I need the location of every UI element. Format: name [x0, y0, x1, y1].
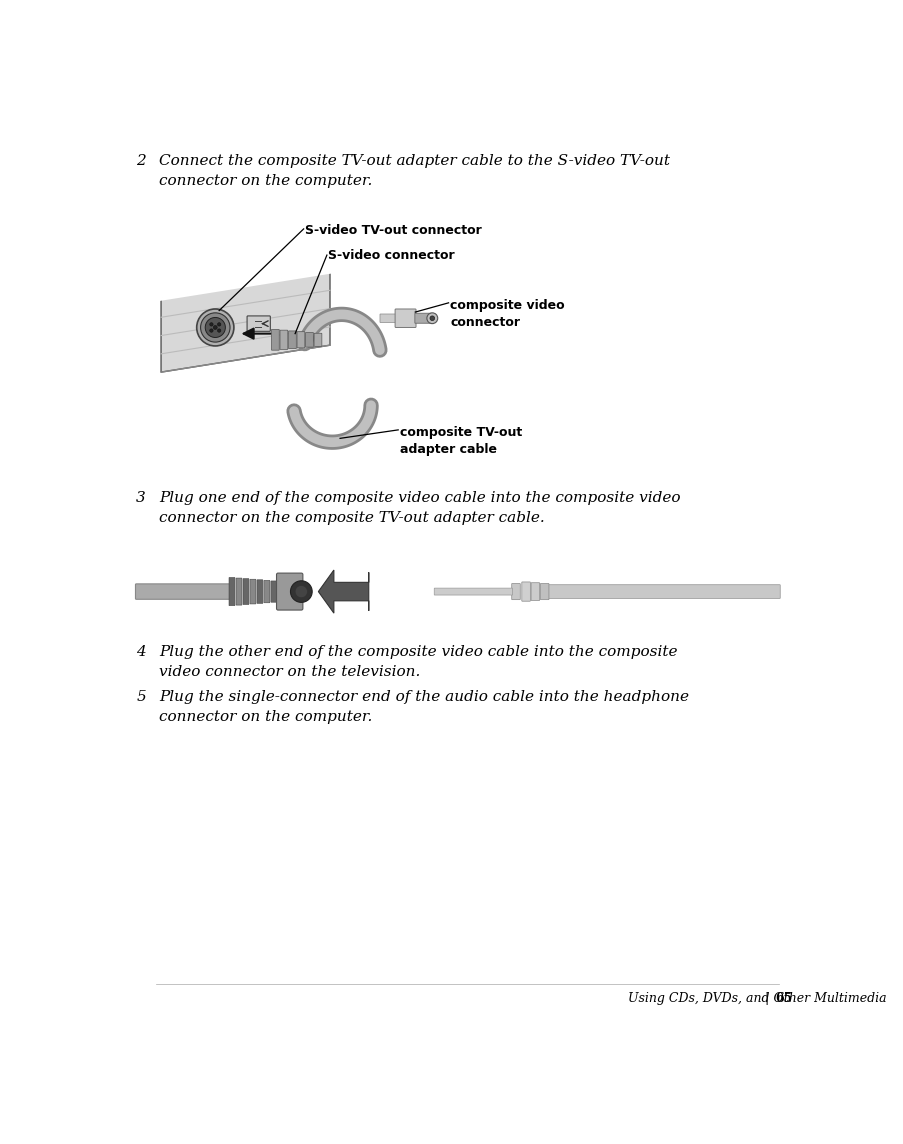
FancyBboxPatch shape: [228, 578, 235, 605]
Circle shape: [290, 581, 312, 603]
Text: composite TV-out
adapter cable: composite TV-out adapter cable: [399, 426, 521, 456]
Text: 2: 2: [136, 154, 146, 168]
FancyBboxPatch shape: [531, 582, 539, 601]
FancyBboxPatch shape: [545, 585, 779, 598]
Text: composite video
connector: composite video connector: [450, 299, 564, 329]
FancyBboxPatch shape: [305, 333, 313, 347]
FancyBboxPatch shape: [395, 309, 415, 327]
FancyBboxPatch shape: [511, 583, 520, 599]
Circle shape: [294, 586, 307, 597]
FancyBboxPatch shape: [414, 313, 431, 324]
Circle shape: [205, 318, 225, 337]
Text: Plug one end of the composite video cable into the composite video
connector on : Plug one end of the composite video cabl…: [159, 492, 680, 525]
Text: |: |: [763, 992, 768, 1004]
Text: Plug the single-connector end of the audio cable into the headphone
connector on: Plug the single-connector end of the aud…: [159, 690, 689, 724]
Circle shape: [197, 309, 234, 345]
Text: 65: 65: [775, 992, 792, 1004]
Circle shape: [200, 312, 229, 342]
FancyBboxPatch shape: [276, 573, 303, 610]
FancyBboxPatch shape: [243, 579, 248, 604]
FancyBboxPatch shape: [379, 313, 396, 323]
Circle shape: [218, 323, 220, 326]
FancyBboxPatch shape: [313, 333, 321, 347]
Text: 4: 4: [136, 645, 146, 659]
Circle shape: [218, 328, 220, 332]
Circle shape: [213, 326, 217, 329]
FancyBboxPatch shape: [521, 582, 530, 602]
FancyBboxPatch shape: [247, 316, 270, 332]
Circle shape: [430, 316, 434, 320]
FancyBboxPatch shape: [264, 580, 269, 603]
Text: Using CDs, DVDs, and Other Multimedia: Using CDs, DVDs, and Other Multimedia: [628, 992, 886, 1004]
Polygon shape: [318, 570, 368, 613]
Text: Connect the composite TV-out adapter cable to the S-video TV-out
connector on th: Connect the composite TV-out adapter cab…: [159, 154, 670, 188]
FancyBboxPatch shape: [271, 329, 279, 350]
Text: 3: 3: [136, 492, 146, 506]
Text: S-video TV-out connector: S-video TV-out connector: [305, 223, 481, 237]
FancyBboxPatch shape: [288, 331, 296, 349]
FancyBboxPatch shape: [540, 583, 548, 599]
FancyBboxPatch shape: [433, 588, 512, 595]
Text: Plug the other end of the composite video cable into the composite
video connect: Plug the other end of the composite vide…: [159, 645, 677, 680]
FancyBboxPatch shape: [280, 331, 287, 349]
FancyBboxPatch shape: [256, 580, 263, 603]
Text: S-video connector: S-video connector: [328, 249, 454, 262]
Polygon shape: [161, 272, 330, 372]
FancyBboxPatch shape: [297, 332, 304, 348]
FancyBboxPatch shape: [236, 578, 242, 605]
Text: 5: 5: [136, 690, 146, 705]
Circle shape: [209, 328, 213, 332]
FancyBboxPatch shape: [271, 581, 276, 602]
Circle shape: [426, 312, 437, 324]
FancyBboxPatch shape: [249, 579, 256, 604]
Circle shape: [209, 323, 213, 326]
FancyBboxPatch shape: [135, 583, 229, 599]
